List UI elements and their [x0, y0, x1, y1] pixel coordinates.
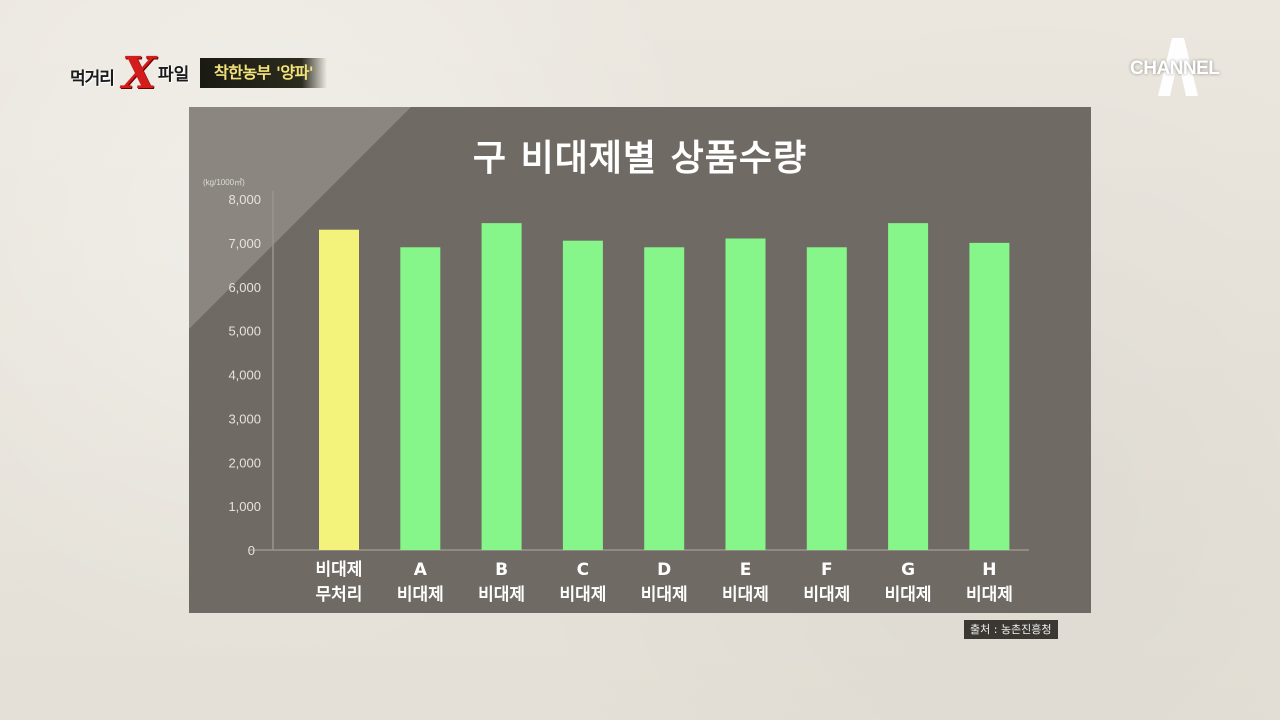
episode-tag: 착한농부 '양파'	[200, 58, 328, 88]
show-logo-text-1: 먹거리	[70, 69, 115, 89]
bar	[806, 247, 847, 550]
y-axis-unit-label: (kg/1000㎡)	[203, 178, 245, 187]
source-note: 출처 : 농촌진흥청	[964, 620, 1058, 639]
y-tick-label: 4,000	[228, 368, 261, 383]
show-logo: 먹거리 X 파일	[70, 48, 205, 100]
x-tick-label: E	[740, 560, 752, 580]
x-tick-label: C	[577, 560, 589, 580]
x-tick-label: 무처리	[316, 585, 363, 605]
channel-logo-text: CHANNEL	[1130, 58, 1220, 79]
x-tick-label: 비대제	[559, 585, 606, 605]
bar	[400, 247, 441, 550]
x-tick-label: 비대제	[316, 560, 363, 580]
chart-panel: 0 1,000 2,000 3,000 4,000 5,000 6,000 7,000 8,00…	[189, 107, 1091, 613]
x-tick-label: 비대제	[803, 585, 850, 605]
y-tick-label: 2,000	[228, 455, 261, 470]
x-tick-label: 비대제	[722, 585, 769, 605]
x-tick-label: A	[414, 560, 428, 580]
x-tick-label: B	[495, 560, 508, 580]
y-tick-label: 1,000	[228, 499, 261, 514]
bar	[644, 247, 685, 550]
x-tick-label: G	[901, 560, 915, 580]
x-tick-label: 비대제	[641, 585, 688, 605]
y-tick-label: 5,000	[228, 324, 261, 339]
x-tick-label: 비대제	[885, 585, 932, 605]
channel-a-icon	[1158, 38, 1198, 96]
y-tick-label: 8,000	[228, 192, 261, 207]
bar	[725, 238, 766, 551]
x-tick-label: H	[982, 560, 996, 580]
panel-corner-decoration	[189, 107, 411, 329]
y-tick-label: 3,000	[228, 411, 261, 426]
x-tick-label: 비대제	[478, 585, 525, 605]
x-tick-label: 비대제	[966, 585, 1013, 605]
y-tick-label: 0	[248, 543, 255, 558]
x-tick-label: F	[821, 560, 833, 580]
bar	[888, 223, 929, 550]
y-tick-label: 6,000	[228, 280, 261, 295]
bar	[319, 229, 359, 550]
bar-chart: 0 1,000 2,000 3,000 4,000 5,000 6,000 7,000 8,00…	[228, 191, 1029, 605]
bar	[481, 223, 522, 550]
bar	[562, 240, 603, 550]
channel-a-logo: CHANNEL	[1128, 36, 1223, 98]
bar	[969, 242, 1010, 550]
chart-title: 구 비대제별 상품수량	[472, 138, 808, 179]
x-tick-label: D	[657, 560, 671, 580]
show-logo-x: X	[122, 48, 157, 99]
show-logo-text-2: 파일	[158, 65, 190, 85]
y-tick-label: 7,000	[228, 236, 261, 251]
x-tick-label: 비대제	[397, 585, 444, 605]
